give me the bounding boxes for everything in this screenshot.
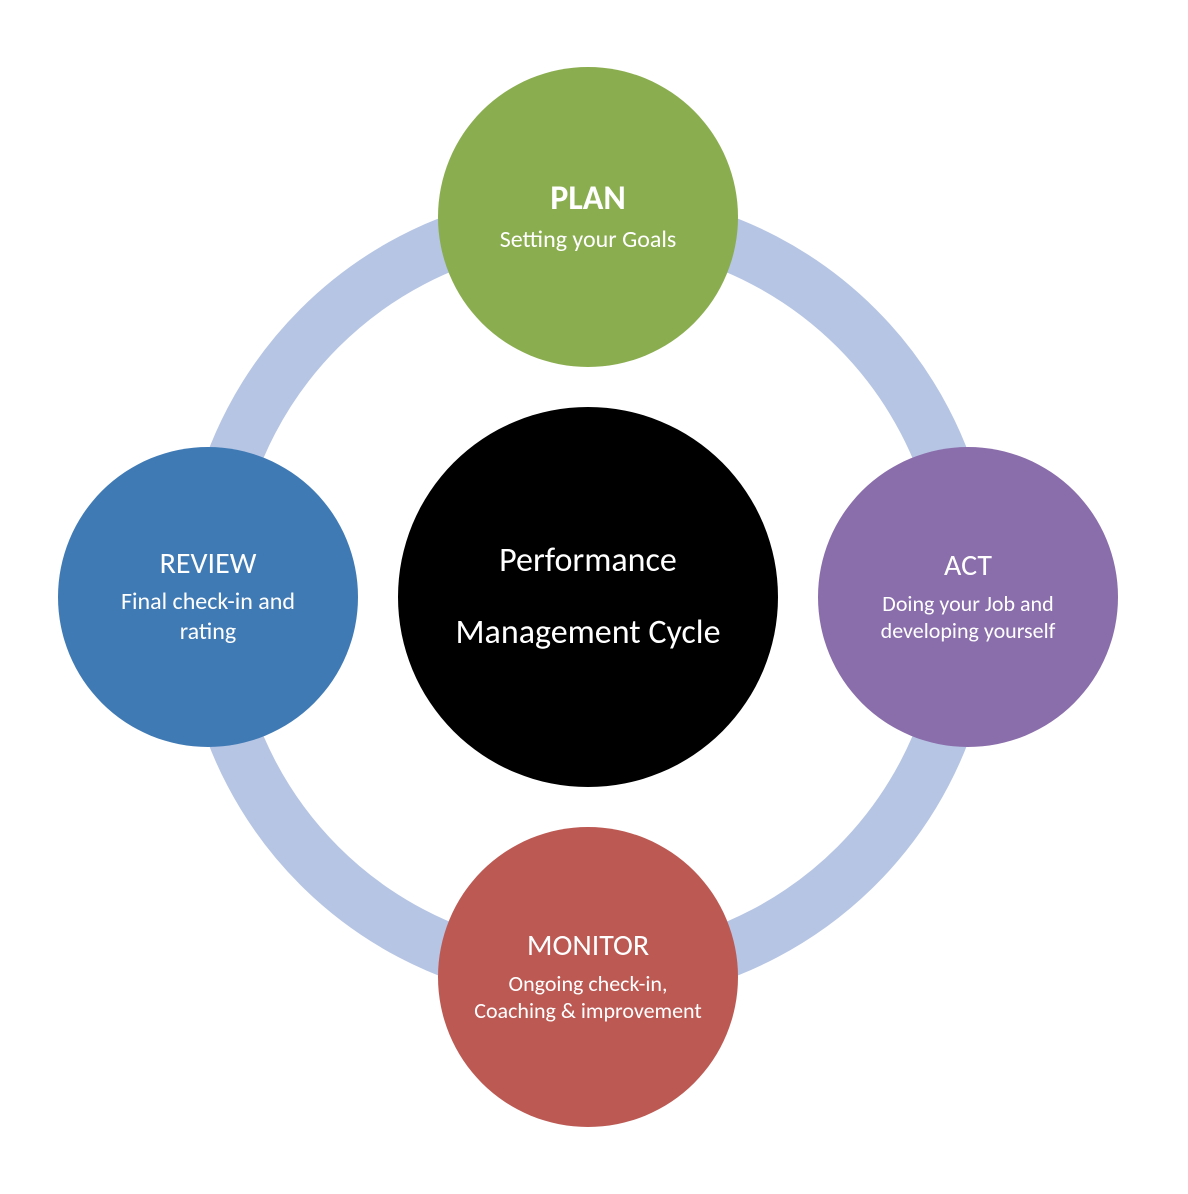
node-plan-title: PLAN bbox=[550, 179, 625, 218]
center-line-2: Management Cycle bbox=[455, 610, 720, 656]
node-plan: PLAN Setting your Goals bbox=[438, 67, 738, 367]
node-act-title: ACT bbox=[944, 549, 992, 584]
node-monitor-title: MONITOR bbox=[527, 929, 649, 964]
node-monitor-desc: Ongoing check-in, Coaching & improvement bbox=[473, 970, 703, 1025]
node-plan-desc: Setting your Goals bbox=[500, 225, 677, 255]
node-act-desc: Doing your Job and developing yourself bbox=[858, 590, 1078, 645]
node-review: REVIEW Final check-in and rating bbox=[58, 447, 358, 747]
node-act: ACT Doing your Job and developing yourse… bbox=[818, 447, 1118, 747]
center-line-1: Performance bbox=[499, 538, 677, 584]
node-monitor: MONITOR Ongoing check-in, Coaching & imp… bbox=[438, 827, 738, 1127]
cycle-diagram: Performance Management Cycle PLAN Settin… bbox=[0, 0, 1188, 1194]
center-circle: Performance Management Cycle bbox=[398, 407, 778, 787]
node-review-desc: Final check-in and rating bbox=[103, 587, 313, 647]
node-review-title: REVIEW bbox=[160, 547, 257, 582]
